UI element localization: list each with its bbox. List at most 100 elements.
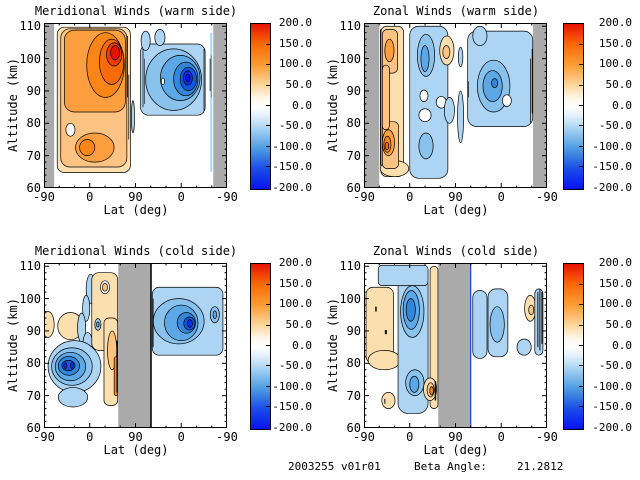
colorbar-tick-label: -150.0 (272, 400, 312, 414)
y-tick-label: 110 (339, 259, 361, 274)
colorbar (563, 263, 584, 430)
panel-title: Meridional Winds (warm side) (34, 4, 238, 18)
contour-strip (530, 58, 531, 124)
colorbar-tick (579, 166, 583, 168)
colorbar-tick-label: 200.0 (598, 16, 632, 29)
contour-feature (140, 30, 151, 51)
x-tick-label: -90 (536, 430, 558, 444)
x-tick-label: -90 (353, 430, 375, 444)
colorbar-tick (266, 406, 270, 408)
contour-strip (142, 48, 144, 108)
no-data-mask (438, 263, 470, 428)
y-tick-label: 60 (26, 181, 41, 195)
contour-feature (110, 45, 121, 61)
colorbar-tick (266, 166, 270, 168)
contour-strip (152, 298, 154, 348)
contour-strip (128, 74, 130, 140)
colorbar-tick (266, 43, 270, 45)
contour-feature (534, 288, 544, 356)
colorbar-tick (579, 105, 583, 106)
x-tick-label: 0 (86, 430, 94, 444)
contour-strip (203, 48, 205, 111)
y-tick-label: 110 (19, 19, 41, 34)
colorbar-tick-label: 0.0 (292, 98, 312, 112)
contour-feature (212, 310, 217, 319)
y-axis-title: Altitude (km) (6, 298, 20, 392)
y-tick-label: 60 (346, 181, 361, 195)
panel-title: Zonal Winds (cold side) (372, 244, 540, 258)
x-tick-label: 0 (177, 190, 185, 204)
colorbar-tick (266, 105, 270, 106)
colorbar-tick-label: 200.0 (278, 16, 312, 29)
contour-strip (210, 55, 213, 98)
contour-feature (70, 362, 74, 369)
no-data-mask (118, 263, 150, 428)
contour-feature (443, 97, 455, 124)
colorbar-tick (579, 125, 583, 127)
contour-feature (409, 375, 420, 393)
colorbar-tick (266, 145, 270, 147)
contour-strip (537, 292, 539, 348)
colorbar-tick-label: 0.0 (612, 98, 632, 112)
contour-strip (150, 263, 152, 428)
colorbar-tick-label: -100.0 (272, 379, 312, 393)
colorbar-tick-label: -150.0 (272, 160, 312, 174)
contour-strip (541, 292, 543, 344)
contour-feature (491, 78, 499, 89)
contour-feature (381, 392, 396, 409)
colorbar-tick-label: -200.0 (592, 181, 632, 194)
contour-strip (116, 340, 118, 393)
colorbar-tick (266, 283, 270, 285)
colorbar-tick-label: 0.0 (292, 338, 312, 352)
colorbar-tick-label: 50.0 (285, 77, 313, 91)
contour-feature (418, 132, 434, 160)
contour-feature (79, 139, 96, 156)
contour-feature (161, 77, 165, 85)
colorbar-tick (579, 304, 583, 306)
y-tick-label: 60 (26, 421, 41, 435)
beta-angle-label: Beta Angle: (414, 460, 487, 473)
colorbar-tick (579, 406, 583, 408)
contour-strip (384, 398, 386, 404)
contour-feature (420, 45, 430, 72)
colorbar-tick-label: -100.0 (592, 139, 632, 153)
colorbar (250, 263, 271, 430)
colorbar-tick-label: -100.0 (272, 139, 312, 153)
x-axis-title: Lat (deg) (103, 443, 169, 457)
colorbar-tick (579, 365, 583, 367)
contour-feature (472, 25, 488, 46)
contour-feature (419, 89, 429, 102)
contour-strip (467, 81, 469, 98)
colorbar-tick-label: 200.0 (598, 256, 632, 269)
y-tick-label: 60 (346, 421, 361, 435)
colorbar (563, 23, 584, 190)
no-data-mask (213, 23, 227, 188)
x-tick-label: -90 (33, 190, 55, 204)
y-tick-label: 110 (19, 259, 41, 274)
contour-feature (442, 45, 451, 59)
contour-feature (501, 94, 512, 107)
contour-feature (96, 321, 100, 328)
no-data-mask (364, 23, 380, 188)
colorbar-tick (266, 84, 270, 86)
colorbar-tick (579, 84, 583, 86)
contour-feature (384, 38, 395, 63)
colorbar-tick-label: -200.0 (272, 181, 312, 194)
colorbar-tick-label: -100.0 (592, 379, 632, 393)
no-data-mask (533, 23, 547, 188)
contour-strip (380, 29, 382, 166)
x-axis-title: Lat (deg) (423, 203, 489, 217)
file-version-text: 2003255 v01r01 (288, 460, 381, 473)
contour-plot (44, 23, 227, 188)
colorbar-tick (579, 43, 583, 45)
contour-strip (144, 58, 145, 104)
colorbar-tick-label: 100.0 (278, 297, 312, 311)
colorbar-tick-label: 100.0 (598, 297, 632, 311)
contour-feature (381, 64, 390, 131)
contour-feature (457, 90, 464, 144)
contour-feature (384, 141, 390, 151)
panel-zonal-cold: Zonal Winds (cold side) Altitude (km) 60… (320, 240, 640, 480)
contour-feature (186, 319, 193, 328)
colorbar-tick (266, 324, 270, 326)
